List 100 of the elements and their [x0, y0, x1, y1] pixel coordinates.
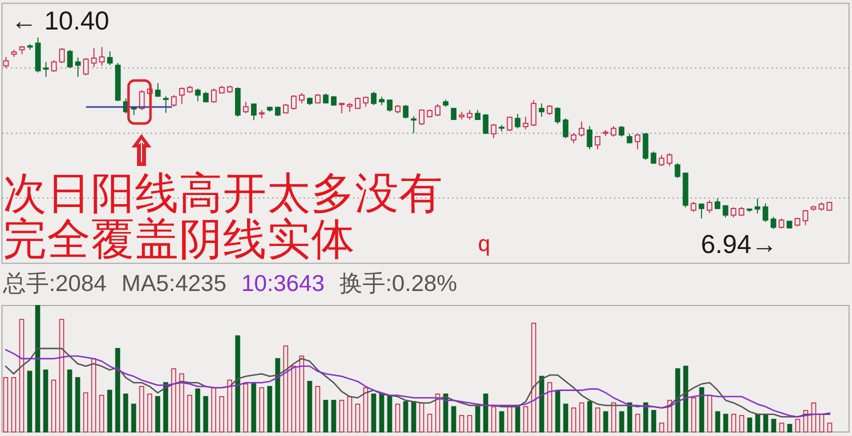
- bar: [483, 394, 488, 432]
- candlestick: [322, 92, 329, 104]
- bar: [163, 382, 168, 432]
- candlestick: [698, 203, 704, 219]
- bar: [443, 394, 448, 432]
- bar: [43, 370, 48, 432]
- candlestick: [586, 126, 592, 150]
- bar: [155, 396, 160, 432]
- bar: [547, 382, 552, 432]
- bar: [27, 370, 32, 432]
- bar: [259, 387, 264, 432]
- candlestick: [490, 123, 496, 139]
- candlestick: [610, 126, 616, 138]
- bar: [643, 402, 648, 432]
- candlestick: [139, 90, 145, 111]
- bar: [827, 422, 832, 432]
- bar: [11, 377, 16, 432]
- candlestick: [251, 102, 257, 121]
- candlestick: [594, 136, 600, 150]
- bar: [195, 388, 200, 432]
- bar: [435, 394, 440, 432]
- bar: [707, 394, 712, 432]
- bar: [139, 386, 144, 432]
- bar: [667, 400, 672, 432]
- candlestick: [690, 201, 696, 212]
- candlestick: [290, 94, 297, 110]
- bar: [659, 422, 664, 432]
- candlestick: [434, 103, 440, 117]
- bar: [227, 380, 232, 432]
- bar: [35, 305, 40, 432]
- bar: [147, 394, 152, 432]
- annotation: 6.94→: [700, 229, 778, 259]
- candlestick: [506, 116, 512, 132]
- bar: [611, 402, 616, 432]
- candlestick: [211, 88, 217, 104]
- bar: [267, 386, 272, 432]
- bar: [715, 411, 720, 432]
- annotation: ← 10.40: [10, 6, 110, 36]
- bar: [595, 407, 600, 432]
- bar: [363, 387, 368, 432]
- bar: [355, 404, 360, 432]
- bar: [731, 414, 736, 432]
- bar: [451, 406, 456, 432]
- candlestick: [570, 132, 576, 144]
- bar: [539, 376, 544, 432]
- bar: [51, 380, 56, 432]
- candlestick: [778, 218, 784, 229]
- candlestick: [91, 48, 97, 68]
- bar: [587, 401, 592, 432]
- bar: [787, 424, 792, 432]
- candlestick: [298, 92, 305, 104]
- bar: [291, 366, 296, 432]
- candlestick: [482, 113, 488, 134]
- bar: [819, 414, 824, 432]
- bar: [419, 402, 424, 432]
- bar: [555, 391, 560, 432]
- text: 换手:0.28%: [340, 270, 458, 296]
- bar: [67, 370, 72, 432]
- bar: [683, 366, 688, 432]
- candlestick: [171, 94, 177, 108]
- bar: [251, 382, 256, 432]
- bar: [627, 402, 632, 432]
- bar: [371, 394, 376, 432]
- bar: [571, 407, 576, 432]
- text: 10:3643: [241, 270, 325, 296]
- bar: [467, 415, 472, 432]
- candlestick: [730, 206, 736, 218]
- bar: [307, 380, 312, 432]
- bar: [219, 396, 224, 432]
- candlestick: [67, 49, 73, 68]
- bar: [83, 392, 88, 432]
- bar: [651, 410, 656, 432]
- bar: [779, 422, 784, 432]
- candlestick: [618, 126, 624, 138]
- bar: [395, 404, 400, 432]
- bar: [699, 387, 704, 432]
- candlestick: [370, 91, 377, 106]
- candlestick: [722, 204, 728, 218]
- bar: [115, 348, 120, 432]
- candlestick: [578, 121, 584, 138]
- bar: [755, 414, 760, 432]
- candlestick: [538, 102, 544, 118]
- bar: [315, 386, 320, 432]
- bar: [59, 318, 64, 432]
- bar: [579, 402, 584, 432]
- candlestick: [195, 88, 201, 102]
- bar: [203, 396, 208, 432]
- candlestick: [59, 48, 65, 64]
- text: MA5:4235: [122, 270, 226, 296]
- annotation: 次日阳线高开太多没有: [3, 170, 443, 218]
- bar: [795, 418, 800, 432]
- bar: [691, 397, 696, 432]
- candlestick: [163, 96, 169, 114]
- candlestick: [243, 101, 249, 114]
- candlestick: [514, 113, 520, 129]
- candlestick: [770, 216, 776, 230]
- bar: [331, 400, 336, 432]
- bar: [347, 396, 352, 432]
- bar: [171, 368, 176, 432]
- bar: [211, 387, 216, 432]
